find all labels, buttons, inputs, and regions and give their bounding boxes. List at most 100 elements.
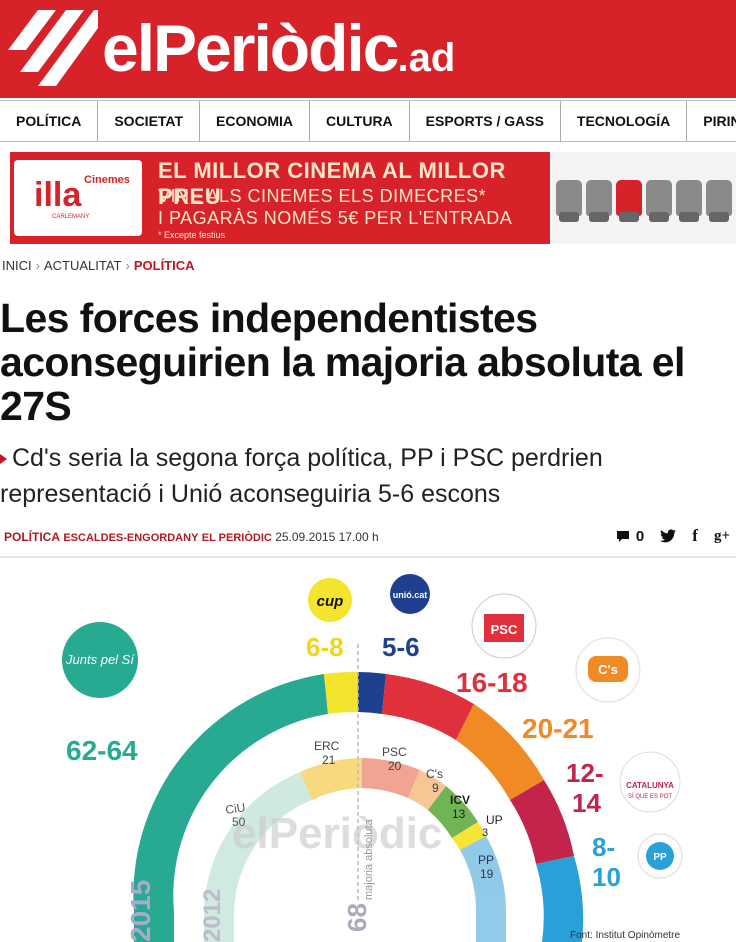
label-up-2012: UP xyxy=(486,813,503,827)
banner-brand: illa xyxy=(34,176,82,214)
range-unio: 5-6 xyxy=(382,632,420,662)
breadcrumb-separator: › xyxy=(125,258,130,273)
banner-website: www.cinemesilla.com xyxy=(16,228,89,235)
arc-catsiqueespot xyxy=(510,780,574,864)
label-cs-2012: C's xyxy=(426,767,443,781)
party-pp: PP 8- 10 xyxy=(592,832,683,892)
logo-catsiqueespot-text: CATALUNYA xyxy=(626,781,674,790)
article-datetime: 25.09.2015 17.00 h xyxy=(275,530,379,544)
arc-pp-2012 xyxy=(460,836,507,942)
party-cup: cup 6-8 xyxy=(306,578,352,662)
article-subtitle: Cd's seria la segona força política, PP … xyxy=(0,440,736,512)
site-logo[interactable]: elPeriòdic.ad xyxy=(102,8,455,98)
range-pp-a: 8- xyxy=(592,832,615,862)
article-meta: POLÍTICA ESCALDES-ENGORDANY EL PERIÒDIC … xyxy=(4,530,379,544)
seats-icv-2012: 13 xyxy=(452,807,466,821)
range-pp-b: 10 xyxy=(592,862,621,892)
twitter-icon[interactable] xyxy=(660,529,677,543)
party-psc: PSC 16-18 xyxy=(456,593,537,698)
watermark: elPeriòdic xyxy=(232,809,442,858)
logo-psc-text: PSC xyxy=(491,622,518,637)
majority-number: 68 xyxy=(342,903,372,932)
facebook-icon[interactable]: f xyxy=(692,526,698,545)
year-2012: 2012 xyxy=(199,889,226,942)
divider xyxy=(0,556,736,558)
banner-seats-image[interactable] xyxy=(552,152,736,244)
banner-headline: EL MILLOR CINEMA AL MILLOR PREU xyxy=(158,158,506,209)
logo-junts-pel-si-icon xyxy=(62,622,138,698)
label-psc-2012: PSC xyxy=(382,745,407,759)
breadcrumb-separator: › xyxy=(35,258,40,273)
nav-item-politica[interactable]: POLÍTICA xyxy=(0,101,99,141)
breadcrumb-home[interactable]: INICI xyxy=(2,258,32,273)
breadcrumb-section[interactable]: ACTUALITAT xyxy=(43,258,122,273)
logo-cs-rect xyxy=(588,656,628,682)
label-icv-2012: ICV xyxy=(450,793,470,807)
logo-junts-text: Junts pel Sí xyxy=(65,652,135,667)
seat-icon xyxy=(616,180,642,222)
arc-junts-pel-si xyxy=(133,674,328,942)
seat-icon xyxy=(706,180,732,222)
range-catsiqueespot-b: 14 xyxy=(572,788,601,818)
article-section[interactable]: POLÍTICA xyxy=(4,530,60,544)
nav-item-esports[interactable]: ESPORTS / GASS xyxy=(410,101,561,141)
seats-cs-2012: 9 xyxy=(432,781,439,795)
masthead: elPeriòdic.ad xyxy=(0,0,736,98)
banner-logo: illa Cinemes CARLEMANY xyxy=(14,160,142,236)
bullet-triangle-icon xyxy=(0,454,7,465)
seats-psc-2012: 20 xyxy=(388,759,402,773)
comments-count: 0 xyxy=(635,527,645,545)
article-title: Les forces independentistes aconseguirie… xyxy=(0,295,685,429)
arc-pp xyxy=(536,856,584,942)
seats-ciu-2012: 50 xyxy=(232,815,246,829)
year-2015: 2015 xyxy=(125,880,156,942)
label-pp-2012: PP xyxy=(478,853,494,867)
nav-item-economia[interactable]: ECONOMIA xyxy=(200,101,311,141)
party-cs: C's 20-21 xyxy=(522,637,641,744)
logo-pp-inner xyxy=(646,842,674,870)
range-cs: 20-21 xyxy=(522,713,594,744)
main-nav: POLÍTICA SOCIETAT ECONOMIA CULTURA ESPOR… xyxy=(0,100,736,142)
article-location: ESCALDES-ENGORDANY xyxy=(63,532,199,544)
banner-line2: VINE ALS CINEMES ELS DIMECRES* xyxy=(158,186,487,206)
nav-item-tecnologia[interactable]: TECNOLOGÍA xyxy=(561,101,688,141)
seat-icon xyxy=(646,180,672,222)
article-subtitle-text: Cd's seria la segona força política, PP … xyxy=(0,444,603,508)
google-plus-icon[interactable]: g+ xyxy=(713,527,730,544)
source-note: Font: Institut Opinòmetre xyxy=(570,930,680,941)
ad-banner[interactable]: illa Cinemes CARLEMANY www.cinemesilla.c… xyxy=(10,152,550,244)
comments-link[interactable]: 0 xyxy=(616,528,644,545)
nav-item-societat[interactable]: SOCIETAT xyxy=(98,101,201,141)
arc-up-2012 xyxy=(452,822,486,850)
logo-stripes-icon[interactable] xyxy=(8,6,98,92)
party-catsiqueespot: CATALUNYA SÍ QUE ES POT 12- 14 xyxy=(566,751,681,818)
label-ciu-2012: CiU xyxy=(224,800,246,817)
breadcrumb-current[interactable]: POLÍTICA xyxy=(133,258,195,273)
hemicycle-2012 xyxy=(204,758,507,942)
article-author: EL PERIÒDIC xyxy=(201,532,272,544)
range-junts-pel-si: 62-64 xyxy=(66,735,138,766)
range-catsiqueespot-a: 12- xyxy=(566,758,604,788)
arc-cs xyxy=(456,704,544,800)
arc-psc xyxy=(382,674,474,740)
logo-cup-icon xyxy=(308,578,352,622)
range-psc: 16-18 xyxy=(456,667,528,698)
logo-catsiqueespot-icon xyxy=(619,751,681,813)
arc-erc-2012 xyxy=(300,758,362,800)
logo-pp-text: PP xyxy=(653,852,667,863)
logo-tld: .ad xyxy=(397,36,456,80)
logo-cs-text: C's xyxy=(598,662,618,677)
arc-unio xyxy=(358,672,386,714)
logo-cup-text: cup xyxy=(317,593,344,610)
logo-unio-icon xyxy=(390,574,430,614)
comment-icon xyxy=(616,530,629,542)
arc-ciu-2012 xyxy=(204,772,312,942)
nav-item-cultura[interactable]: CULTURA xyxy=(310,101,410,141)
majority-label: majoria absoluta xyxy=(363,818,375,900)
party-junts-pel-si: Junts pel Sí 62-64 xyxy=(62,622,138,766)
label-erc-2012: ERC xyxy=(314,739,340,753)
nav-item-pirineu[interactable]: PIRIN xyxy=(687,101,736,141)
seat-icon xyxy=(556,180,582,222)
hemicycle-infographic[interactable]: elPeriòdic CiU 50 ERC 21 PSC 20 C's 9 IC… xyxy=(0,560,736,942)
seats-up-2012: 3 xyxy=(482,827,488,839)
